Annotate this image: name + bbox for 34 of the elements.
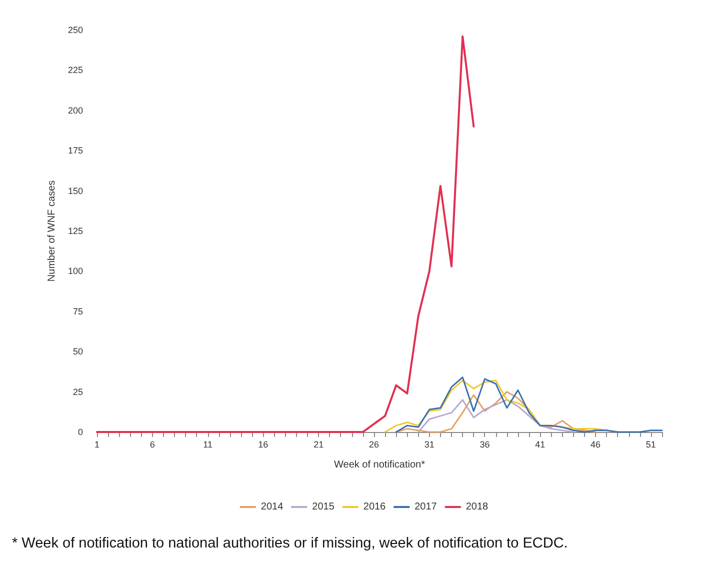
text: * Week of notification to national authorities or if missing, week of notification to ECDC. <box>12 536 568 552</box>
legend-label: 2016 <box>363 502 386 512</box>
x-tick-label: 16 <box>258 440 268 450</box>
line-series <box>418 399 574 433</box>
x-tick-label: 36 <box>480 440 490 450</box>
y-tick-label: 100 <box>68 266 83 276</box>
y-tick-label: 150 <box>68 186 83 196</box>
y-tick-label: 225 <box>68 65 83 76</box>
legend-label: 2018 <box>466 502 489 512</box>
legend-label: 2017 <box>414 502 438 512</box>
legend-label: 2014 <box>260 502 284 512</box>
y-axis-title: Number of WNF cases <box>46 180 58 282</box>
x-tick-label: 21 <box>314 440 324 450</box>
y-tick-label: 25 <box>72 386 83 397</box>
x-tick-label: 46 <box>590 440 601 450</box>
y-tick-label: 0 <box>78 427 83 437</box>
x-tick-label: 26 <box>368 440 379 450</box>
x-tick-label: 51 <box>646 440 656 450</box>
x-tick-label: 11 <box>203 440 212 450</box>
y-tick-label: 50 <box>72 346 83 357</box>
line-series <box>395 376 663 433</box>
x-tick-label: 41 <box>535 440 546 450</box>
y-tick-label: 125 <box>68 226 83 236</box>
legend-label: 2015 <box>312 502 335 512</box>
x-axis-title: Week of notification* <box>334 460 426 470</box>
line-series <box>395 391 596 433</box>
y-tick-label: 175 <box>68 146 83 156</box>
line-series <box>96 35 475 433</box>
y-tick-label: 250 <box>68 25 83 35</box>
y-tick-label: 200 <box>68 105 83 116</box>
x-tick-label: 31 <box>424 440 434 450</box>
y-tick-label: 75 <box>72 306 83 316</box>
x-tick-label: 6 <box>150 440 155 450</box>
x-tick-label: 1 <box>94 440 100 450</box>
